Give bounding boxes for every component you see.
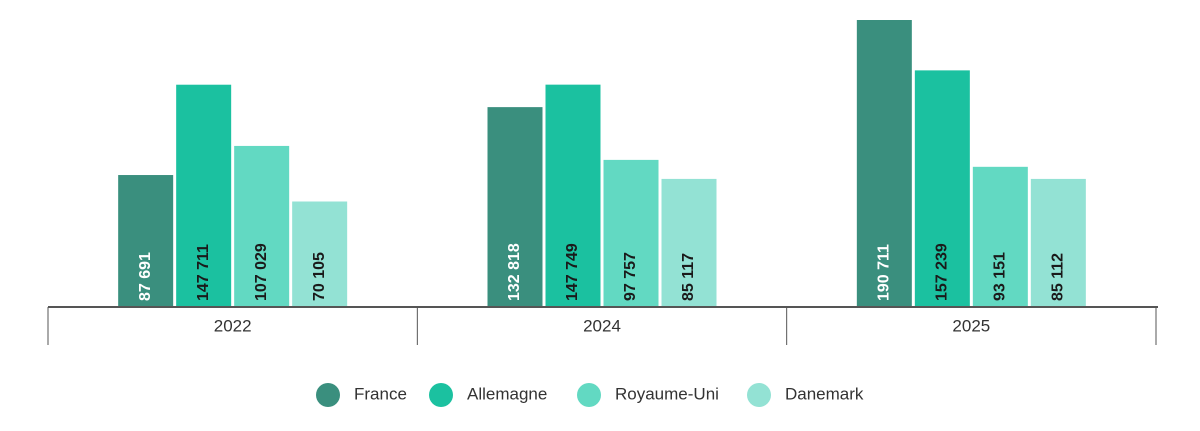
value-label: 147 749: [564, 243, 581, 301]
bar: [856, 20, 912, 307]
legend-label: France: [354, 384, 407, 403]
legend-swatch: [747, 383, 771, 407]
value-label: 157 239: [934, 243, 951, 301]
bar: [234, 145, 290, 307]
value-label: 87 691: [137, 252, 154, 301]
value-label: 190 711: [876, 244, 893, 301]
x-tick-label: 2025: [952, 316, 990, 335]
bar: [292, 201, 348, 307]
value-label: 85 117: [680, 253, 697, 301]
value-label: 93 151: [992, 252, 1009, 301]
bar: [603, 159, 659, 307]
x-tick-label: 2024: [583, 316, 621, 335]
value-label: 107 029: [253, 243, 270, 301]
value-label: 132 818: [506, 243, 523, 301]
legend-swatch: [316, 383, 340, 407]
bar: [176, 84, 232, 307]
bar: [1030, 178, 1086, 307]
bar: [972, 166, 1028, 307]
legend-swatch: [577, 383, 601, 407]
value-label: 97 757: [622, 252, 639, 301]
legend-label: Royaume-Uni: [615, 384, 719, 403]
bar: [118, 175, 174, 307]
bar: [661, 178, 717, 307]
value-label: 147 711: [195, 244, 212, 301]
legend-label: Danemark: [785, 384, 864, 403]
legend-label: Allemagne: [467, 384, 547, 403]
bar: [914, 70, 970, 307]
bar: [545, 84, 601, 307]
value-label: 85 112: [1050, 253, 1067, 301]
legend-swatch: [429, 383, 453, 407]
value-label: 70 105: [311, 252, 328, 301]
x-tick-label: 2022: [214, 316, 252, 335]
bar: [487, 107, 543, 307]
